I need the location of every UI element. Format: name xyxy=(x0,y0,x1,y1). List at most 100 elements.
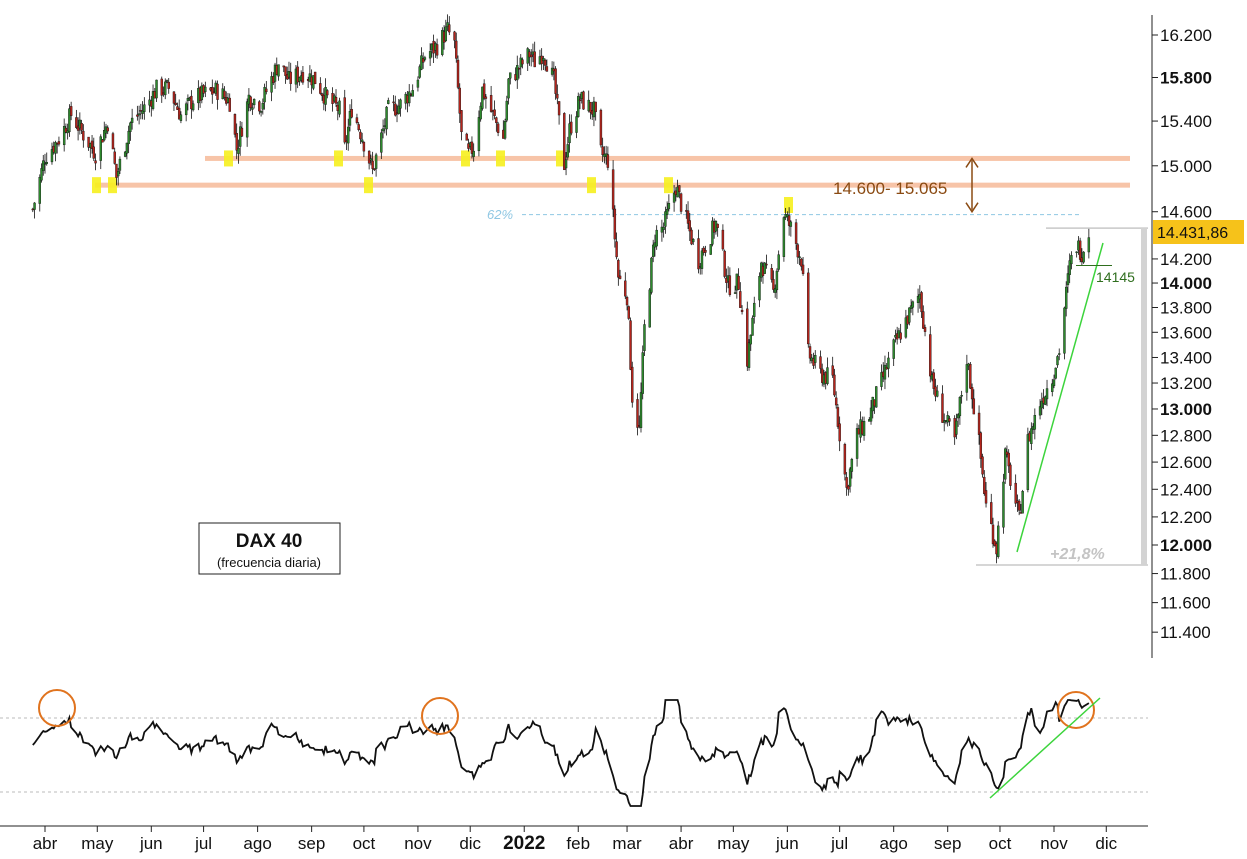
candle xyxy=(692,238,695,245)
candle-body xyxy=(435,44,439,56)
fib-level-label: 62% xyxy=(487,207,513,222)
candle-body xyxy=(655,229,658,247)
x-tick-label: jul xyxy=(194,834,212,853)
candle-body xyxy=(990,502,993,524)
candle xyxy=(57,136,61,147)
x-tick-label: dic xyxy=(459,834,481,853)
candle-body xyxy=(1026,434,1030,490)
candle-body xyxy=(362,141,366,152)
candle-body xyxy=(130,117,134,123)
candle xyxy=(106,125,109,135)
candle-body xyxy=(676,186,679,198)
candle-body xyxy=(746,308,749,367)
touch-marker xyxy=(364,177,373,194)
candle xyxy=(664,206,667,234)
candle xyxy=(941,385,944,423)
candle-body xyxy=(979,432,983,459)
candle xyxy=(746,301,749,371)
candle xyxy=(667,194,671,212)
candle xyxy=(252,98,256,109)
candle xyxy=(589,101,592,120)
candle xyxy=(411,84,414,97)
y-tick-label: 14.000 xyxy=(1160,274,1212,293)
candle-body xyxy=(33,202,36,210)
candle-body xyxy=(662,227,665,230)
candle xyxy=(38,174,41,212)
candle xyxy=(831,356,834,378)
candle-body xyxy=(103,130,106,141)
touch-marker xyxy=(784,197,793,213)
candle xyxy=(223,86,226,101)
touch-marker xyxy=(334,150,343,167)
candle-body xyxy=(929,334,932,377)
candle xyxy=(141,101,144,120)
candle-body xyxy=(709,244,712,255)
candle-body xyxy=(814,355,817,363)
touch-marker xyxy=(587,177,596,194)
candle-body xyxy=(42,160,45,171)
candle-body xyxy=(127,130,130,145)
candle xyxy=(160,76,163,103)
candle-body xyxy=(723,250,726,277)
candle xyxy=(470,136,474,159)
candle xyxy=(259,110,263,117)
candle xyxy=(923,324,927,337)
candle xyxy=(838,416,841,452)
candle xyxy=(1056,354,1059,368)
chart-subtitle: (frecuencia diaria) xyxy=(217,555,321,570)
candle xyxy=(807,268,810,348)
candle-body xyxy=(472,150,475,157)
candle-body xyxy=(357,124,360,131)
candle-body xyxy=(143,104,146,112)
candle xyxy=(496,121,500,137)
candle xyxy=(916,288,920,313)
candle xyxy=(981,453,984,478)
candle xyxy=(808,343,812,364)
candle-body xyxy=(496,123,500,133)
candle-body xyxy=(453,31,456,41)
candle xyxy=(1002,473,1005,534)
candle-body xyxy=(543,59,547,66)
candle-body xyxy=(737,275,740,290)
candle-body xyxy=(1056,356,1059,366)
candle xyxy=(557,101,561,125)
candle-body xyxy=(479,105,482,120)
candle xyxy=(343,89,346,145)
y-tick-label: 13.200 xyxy=(1160,374,1212,393)
overbought-circle xyxy=(1057,691,1095,729)
candle xyxy=(758,272,761,308)
candle xyxy=(563,112,566,171)
candle xyxy=(979,431,983,468)
candle xyxy=(94,153,97,171)
candle xyxy=(116,167,120,186)
candle xyxy=(577,92,580,118)
candle-body xyxy=(101,139,104,143)
touch-marker xyxy=(108,177,117,194)
candle-body xyxy=(165,80,169,82)
candle-body xyxy=(355,117,359,123)
candle-body xyxy=(611,169,615,210)
candle-body xyxy=(970,387,974,400)
candle-body xyxy=(1087,237,1091,253)
candle-body xyxy=(664,211,667,227)
x-tick-label: oct xyxy=(989,834,1012,853)
x-tick-label: abr xyxy=(33,834,58,853)
candle-body xyxy=(509,72,512,79)
candle xyxy=(920,290,923,319)
candle xyxy=(509,72,512,85)
candle xyxy=(892,338,895,366)
candle-body xyxy=(99,136,102,161)
candle xyxy=(1070,251,1073,270)
candle xyxy=(618,269,622,280)
candle xyxy=(235,123,238,160)
touch-marker xyxy=(92,177,101,194)
last-price-label: 14.431,86 xyxy=(1157,225,1228,242)
candle-body xyxy=(228,97,231,112)
candle-body xyxy=(556,93,559,99)
candle xyxy=(908,307,911,326)
candle xyxy=(80,119,83,135)
candle xyxy=(62,118,66,152)
y-tick-label: 13.400 xyxy=(1160,348,1212,367)
candle-body xyxy=(1054,367,1057,379)
candle-body xyxy=(282,65,285,68)
